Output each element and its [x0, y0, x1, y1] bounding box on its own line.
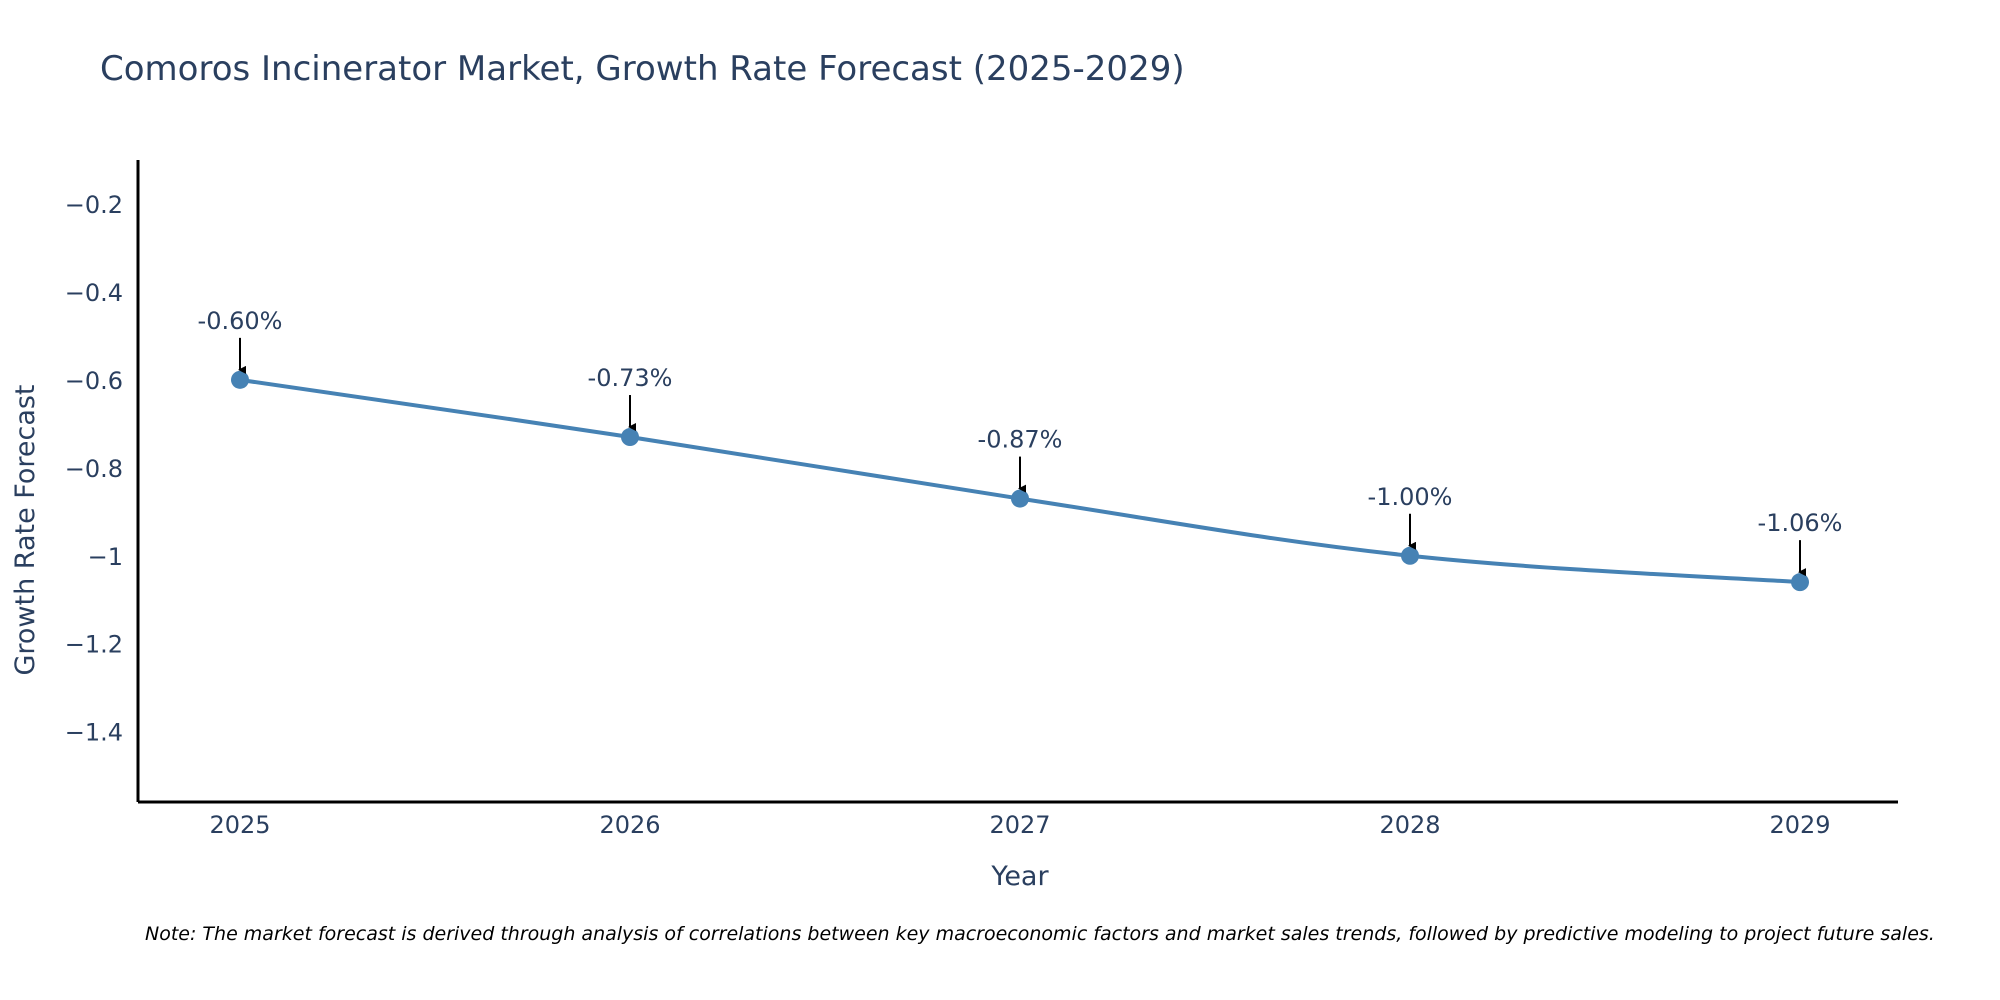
data-point-marker[interactable] [621, 428, 639, 447]
data-point-marker[interactable] [1401, 546, 1419, 565]
y-tick-label: −0.4 [65, 279, 123, 307]
data-point-marker[interactable] [1791, 573, 1809, 592]
x-tick-label: 2025 [209, 811, 270, 839]
x-tick-label: 2027 [989, 811, 1050, 839]
data-point-marker[interactable] [1011, 489, 1029, 508]
data-label: -1.00% [1368, 483, 1453, 550]
data-label: -0.73% [588, 364, 673, 432]
y-tick-label: −0.2 [65, 191, 123, 219]
series-growth-rate [231, 370, 1809, 592]
x-axis: 2025 2026 2027 2028 2029 [209, 811, 1830, 839]
annotation-text: -0.87% [978, 426, 1063, 454]
chart-title: Comoros Incinerator Market, Growth Rate … [100, 49, 1185, 89]
data-label: -1.06% [1758, 509, 1843, 577]
data-label: -0.87% [978, 426, 1063, 493]
y-tick-label: −1 [88, 543, 123, 571]
annotation-text: -0.60% [198, 307, 283, 335]
x-tick-label: 2026 [599, 811, 660, 839]
x-tick-label: 2028 [1379, 811, 1440, 839]
annotation-text: -1.00% [1368, 483, 1453, 511]
y-tick-label: −0.8 [65, 455, 123, 483]
y-axis-title: Growth Rate Forecast [10, 384, 41, 675]
forecast-note: Note: The market forecast is derived thr… [145, 923, 1935, 945]
x-axis-title: Year [990, 861, 1049, 892]
data-label-annotations: -0.60% -0.73% -0.87% -1.00% -1.06% [198, 307, 1843, 577]
data-label: -0.60% [198, 307, 283, 374]
y-tick-label: −0.6 [65, 367, 123, 395]
y-axis: −0.2 −0.4 −0.6 −0.8 −1 −1.2 −1.4 [65, 191, 123, 747]
y-tick-label: −1.2 [65, 631, 123, 659]
y-tick-label: −1.4 [65, 719, 123, 747]
data-point-marker[interactable] [231, 370, 249, 389]
annotation-text: -1.06% [1758, 509, 1843, 537]
x-tick-label: 2029 [1769, 811, 1830, 839]
annotation-text: -0.73% [588, 364, 673, 392]
